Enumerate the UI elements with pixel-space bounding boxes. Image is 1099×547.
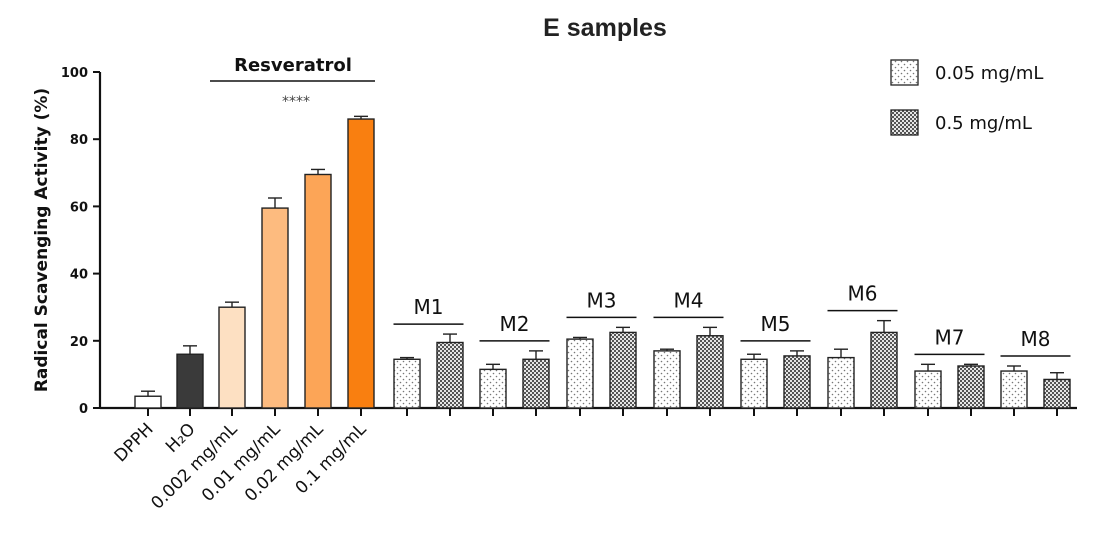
y-axis-label: Radical Scavenging Activity (%) xyxy=(32,88,52,392)
group-label: M6 xyxy=(848,282,878,306)
bar-0.05mg xyxy=(653,350,681,409)
bar-control xyxy=(176,353,204,409)
bar-0.5mg xyxy=(609,331,637,409)
significance-label: **** xyxy=(282,94,310,110)
y-tick-label: 80 xyxy=(70,133,88,148)
legend-swatch-checker xyxy=(890,109,919,136)
bar-0.5mg xyxy=(522,358,550,409)
bar-0.5mg xyxy=(436,341,464,409)
bar-0.5mg xyxy=(1043,378,1071,409)
bar-resveratrol xyxy=(347,118,375,409)
bar-0.05mg xyxy=(827,356,855,409)
bar-resveratrol xyxy=(304,173,332,409)
bar-0.5mg xyxy=(870,331,898,409)
bar-0.05mg xyxy=(393,358,421,409)
bar-0.5mg xyxy=(783,355,811,409)
group-label: M4 xyxy=(674,288,704,312)
legend-label-1: 0.05 mg/mL xyxy=(935,63,1043,84)
group-label: M2 xyxy=(500,312,530,336)
legend-swatch-dots xyxy=(890,59,919,86)
bar-0.05mg xyxy=(914,370,942,409)
y-tick-label: 40 xyxy=(70,268,88,283)
group-label: M5 xyxy=(761,312,791,336)
group-label: M1 xyxy=(414,295,444,319)
bar-0.05mg xyxy=(740,358,768,409)
y-tick-label: 20 xyxy=(70,335,88,350)
y-tick-label: 60 xyxy=(70,200,88,215)
group-label: M7 xyxy=(935,325,965,349)
bar-0.5mg xyxy=(957,365,985,409)
legend-label-2: 0.5 mg/mL xyxy=(935,113,1032,134)
y-tick-label: 0 xyxy=(79,402,88,417)
x-tick-label: DPPH xyxy=(111,419,158,466)
bar-resveratrol xyxy=(218,306,246,409)
group-label: M8 xyxy=(1021,327,1051,351)
bar-control xyxy=(134,395,162,409)
bar-resveratrol xyxy=(261,207,289,409)
bar-0.05mg xyxy=(479,368,507,409)
bars xyxy=(134,115,1071,409)
bar-0.05mg xyxy=(1000,370,1028,409)
group-label-resveratrol: Resveratrol xyxy=(234,55,352,76)
chart-title: E samples xyxy=(543,14,667,42)
bar-0.5mg xyxy=(696,335,724,409)
x-tick-label: H₂O xyxy=(162,419,199,456)
legend: 0.05 mg/mL 0.5 mg/mL xyxy=(890,59,1043,136)
bar-0.05mg xyxy=(566,338,594,409)
y-tick-label: 100 xyxy=(61,66,88,81)
group-label: M3 xyxy=(587,288,617,312)
